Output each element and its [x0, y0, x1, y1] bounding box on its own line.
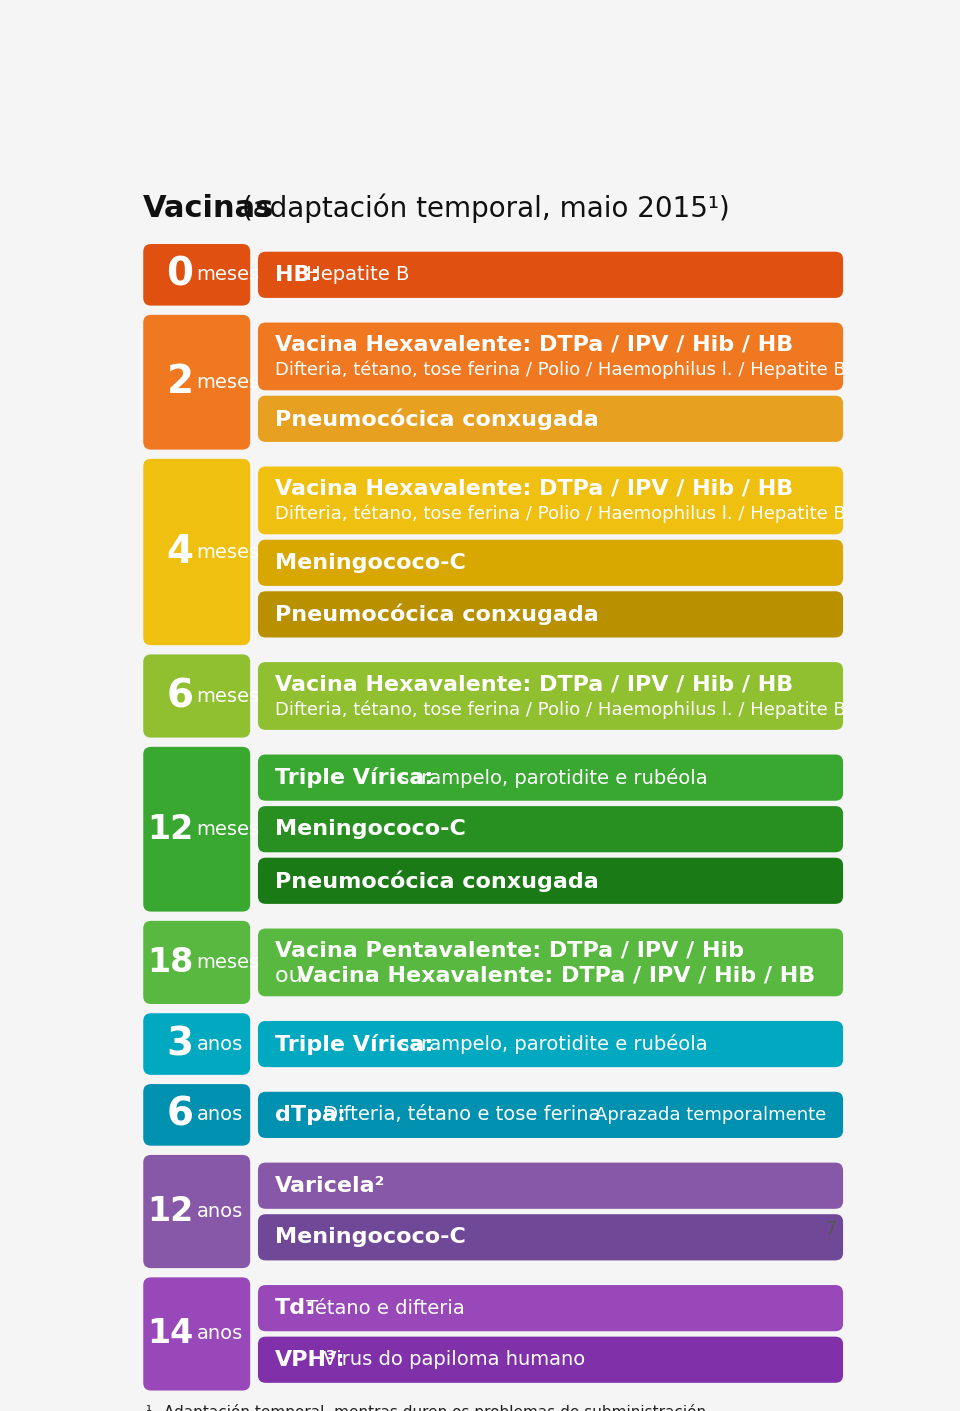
Text: Virus do papiloma humano: Virus do papiloma humano [317, 1350, 586, 1369]
FancyBboxPatch shape [258, 1215, 843, 1260]
FancyBboxPatch shape [143, 244, 251, 306]
Text: Pneumocócica conxugada: Pneumocócica conxugada [275, 604, 599, 625]
Text: meses: meses [197, 265, 260, 284]
Text: meses: meses [197, 687, 260, 706]
Text: 12: 12 [148, 813, 194, 845]
Text: Triple Vírica:: Triple Vírica: [275, 768, 433, 789]
FancyBboxPatch shape [258, 591, 843, 638]
Text: 12: 12 [148, 1195, 194, 1228]
Text: dTpa:: dTpa: [275, 1105, 346, 1125]
FancyBboxPatch shape [258, 858, 843, 904]
Text: meses: meses [197, 542, 260, 562]
FancyBboxPatch shape [143, 921, 251, 1005]
Text: Td:: Td: [275, 1298, 315, 1318]
Text: Tétano e difteria: Tétano e difteria [300, 1298, 465, 1318]
Text: 0: 0 [167, 255, 194, 293]
FancyBboxPatch shape [258, 1285, 843, 1331]
FancyBboxPatch shape [258, 1022, 843, 1067]
FancyBboxPatch shape [258, 806, 843, 852]
FancyBboxPatch shape [258, 1163, 843, 1209]
Text: ou: ou [275, 967, 310, 986]
Text: Meningococo-C: Meningococo-C [275, 1228, 466, 1247]
FancyBboxPatch shape [143, 1084, 251, 1146]
Text: 6: 6 [167, 677, 194, 715]
FancyBboxPatch shape [258, 755, 843, 800]
Text: 18: 18 [147, 945, 194, 979]
Text: Varicela²: Varicela² [275, 1175, 385, 1195]
FancyBboxPatch shape [258, 662, 843, 729]
Text: anos: anos [197, 1105, 243, 1125]
Text: Vacina Hexavalente: DTPa / IPV / Hib / HB: Vacina Hexavalente: DTPa / IPV / Hib / H… [275, 334, 793, 356]
Text: meses: meses [197, 373, 260, 392]
Text: ¹: ¹ [145, 1404, 151, 1411]
Text: Meningococo-C: Meningococo-C [275, 820, 466, 840]
Text: Vacinas: Vacinas [143, 193, 275, 223]
Text: 6: 6 [167, 1096, 194, 1134]
FancyBboxPatch shape [258, 928, 843, 996]
Text: anos: anos [197, 1325, 243, 1343]
Text: Vacina Hexavalente: DTPa / IPV / Hib / HB: Vacina Hexavalente: DTPa / IPV / Hib / H… [297, 967, 815, 986]
FancyBboxPatch shape [143, 1156, 251, 1268]
FancyBboxPatch shape [258, 323, 843, 391]
Text: Pneumocócica conxugada: Pneumocócica conxugada [275, 408, 599, 429]
FancyBboxPatch shape [143, 459, 251, 645]
FancyBboxPatch shape [258, 467, 843, 535]
Text: 4: 4 [167, 533, 194, 571]
Text: Adaptación temporal, mentras duren os problemas de subministración: Adaptación temporal, mentras duren os pr… [158, 1404, 706, 1411]
Text: anos: anos [197, 1202, 243, 1221]
Text: VPH³:: VPH³: [275, 1350, 346, 1370]
FancyBboxPatch shape [143, 655, 251, 738]
FancyBboxPatch shape [258, 1336, 843, 1383]
FancyBboxPatch shape [258, 1092, 843, 1139]
Text: sarampelo, parotidite e rubéola: sarampelo, parotidite e rubéola [393, 1034, 708, 1054]
Text: Hepatite B: Hepatite B [300, 265, 410, 284]
Text: Difteria, tétano, tose ferina / Polio / Haemophilus l. / Hepatite B: Difteria, tétano, tose ferina / Polio / … [275, 505, 846, 523]
Text: HB:: HB: [275, 265, 320, 285]
Text: Difteria, tétano, tose ferina / Polio / Haemophilus l. / Hepatite B: Difteria, tétano, tose ferina / Polio / … [275, 361, 846, 380]
Text: Pneumocócica conxugada: Pneumocócica conxugada [275, 871, 599, 892]
Text: Aprazada temporalmente: Aprazada temporalmente [595, 1106, 826, 1125]
Text: 7: 7 [825, 1221, 837, 1239]
Text: 3: 3 [166, 1024, 194, 1062]
Text: 14: 14 [148, 1318, 194, 1350]
FancyBboxPatch shape [143, 1013, 251, 1075]
FancyBboxPatch shape [143, 315, 251, 450]
Text: Vacina Hexavalente: DTPa / IPV / Hib / HB: Vacina Hexavalente: DTPa / IPV / Hib / H… [275, 674, 793, 694]
Text: Difteria, tétano e tose ferina: Difteria, tétano e tose ferina [317, 1105, 601, 1125]
Text: sarampelo, parotidite e rubéola: sarampelo, parotidite e rubéola [393, 768, 708, 787]
Text: Triple Vírica:: Triple Vírica: [275, 1033, 433, 1054]
Text: Vacina Hexavalente: DTPa / IPV / Hib / HB: Vacina Hexavalente: DTPa / IPV / Hib / H… [275, 478, 793, 499]
Text: (adaptación temporal, maio 2015¹): (adaptación temporal, maio 2015¹) [232, 193, 730, 223]
FancyBboxPatch shape [143, 746, 251, 912]
Text: Meningococo-C: Meningococo-C [275, 553, 466, 573]
Text: anos: anos [197, 1034, 243, 1054]
Text: Vacina Pentavalente: DTPa / IPV / Hib: Vacina Pentavalente: DTPa / IPV / Hib [275, 941, 744, 961]
FancyBboxPatch shape [258, 395, 843, 442]
Text: meses: meses [197, 952, 260, 972]
FancyBboxPatch shape [258, 539, 843, 586]
Text: 2: 2 [166, 363, 194, 401]
Text: Difteria, tétano, tose ferina / Polio / Haemophilus l. / Hepatite B: Difteria, tétano, tose ferina / Polio / … [275, 700, 846, 718]
FancyBboxPatch shape [143, 1277, 251, 1390]
Text: meses: meses [197, 820, 260, 838]
FancyBboxPatch shape [258, 251, 843, 298]
